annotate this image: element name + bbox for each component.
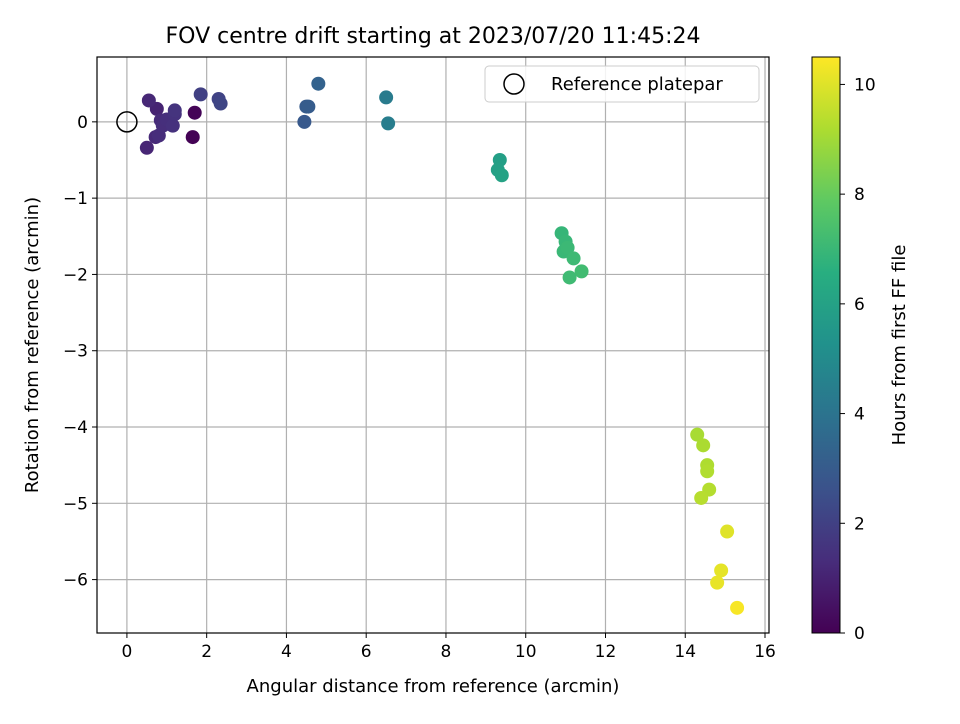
- plot-frame: [96, 56, 770, 634]
- data-point: [720, 524, 735, 539]
- legend: Reference platepar: [484, 65, 760, 103]
- x-tick-label: 10: [515, 642, 537, 662]
- y-tick-label: −5: [63, 494, 88, 514]
- x-tick-label: 4: [281, 642, 292, 662]
- data-point: [187, 105, 202, 120]
- chart-title: FOV centre drift starting at 2023/07/20 …: [166, 24, 701, 49]
- reference-marker-group: [116, 111, 138, 133]
- colorbar-tick-label: 4: [854, 405, 865, 425]
- legend-reference-marker: [503, 73, 525, 95]
- colorbar: 0 2 4 6 8 10 Hours from first FF file: [811, 56, 910, 644]
- legend-box: [484, 65, 760, 103]
- x-tick-label: 6: [361, 642, 372, 662]
- y-axis-label: Rotation from reference (arcmin): [22, 197, 43, 493]
- data-point: [696, 438, 711, 453]
- colorbar-gradient: [811, 56, 841, 634]
- colorbar-tick-label: 6: [854, 295, 865, 315]
- x-axis-label: Angular distance from reference (arcmin): [247, 676, 620, 697]
- data-point: [560, 240, 575, 255]
- data-point: [301, 99, 316, 114]
- legend-entry-reference: Reference platepar: [551, 74, 723, 95]
- data-point: [714, 563, 729, 578]
- data-point: [193, 87, 208, 102]
- y-tick-label: 0: [77, 113, 88, 133]
- y-tick-label: −3: [63, 342, 88, 362]
- y-axis-ticks: 0 −1 −2 −3 −4 −5 −6: [63, 113, 97, 591]
- data-point: [574, 264, 589, 279]
- data-point: [700, 464, 715, 479]
- colorbar-tick-label: 8: [854, 185, 865, 205]
- reference-platepar-marker: [116, 111, 138, 133]
- x-tick-label: 12: [595, 642, 617, 662]
- data-point: [141, 93, 156, 108]
- data-point: [694, 490, 709, 505]
- data-point: [167, 103, 182, 118]
- colorbar-tick-label: 2: [854, 514, 865, 534]
- data-point: [494, 168, 509, 183]
- colorbar-tick-label: 10: [854, 75, 876, 95]
- x-tick-label: 14: [674, 642, 696, 662]
- data-point: [379, 90, 394, 105]
- data-point: [730, 600, 745, 615]
- x-tick-label: 16: [754, 642, 776, 662]
- colorbar-ticks: 0 2 4 6 8 10: [840, 75, 876, 644]
- y-tick-label: −4: [63, 418, 88, 438]
- grid: [97, 57, 769, 633]
- data-point: [139, 140, 154, 155]
- data-point: [566, 251, 581, 266]
- y-tick-label: −6: [63, 571, 88, 591]
- colorbar-label: Hours from first FF file: [889, 245, 910, 446]
- x-tick-label: 8: [441, 642, 452, 662]
- x-tick-label: 2: [201, 642, 212, 662]
- data-point: [213, 96, 228, 111]
- data-points: [139, 76, 745, 615]
- x-tick-label: 0: [121, 642, 132, 662]
- data-point: [381, 116, 396, 131]
- data-point: [562, 270, 577, 285]
- data-point: [311, 76, 326, 91]
- data-point: [185, 130, 200, 145]
- data-point: [297, 114, 312, 129]
- data-point: [165, 118, 180, 133]
- x-axis-ticks: 0 2 4 6 8 10 12 14 16: [121, 633, 776, 662]
- colorbar-tick-label: 0: [854, 624, 865, 644]
- y-tick-label: −2: [63, 265, 88, 285]
- y-tick-label: −1: [63, 189, 88, 209]
- data-point: [710, 575, 725, 590]
- data-point: [690, 427, 705, 442]
